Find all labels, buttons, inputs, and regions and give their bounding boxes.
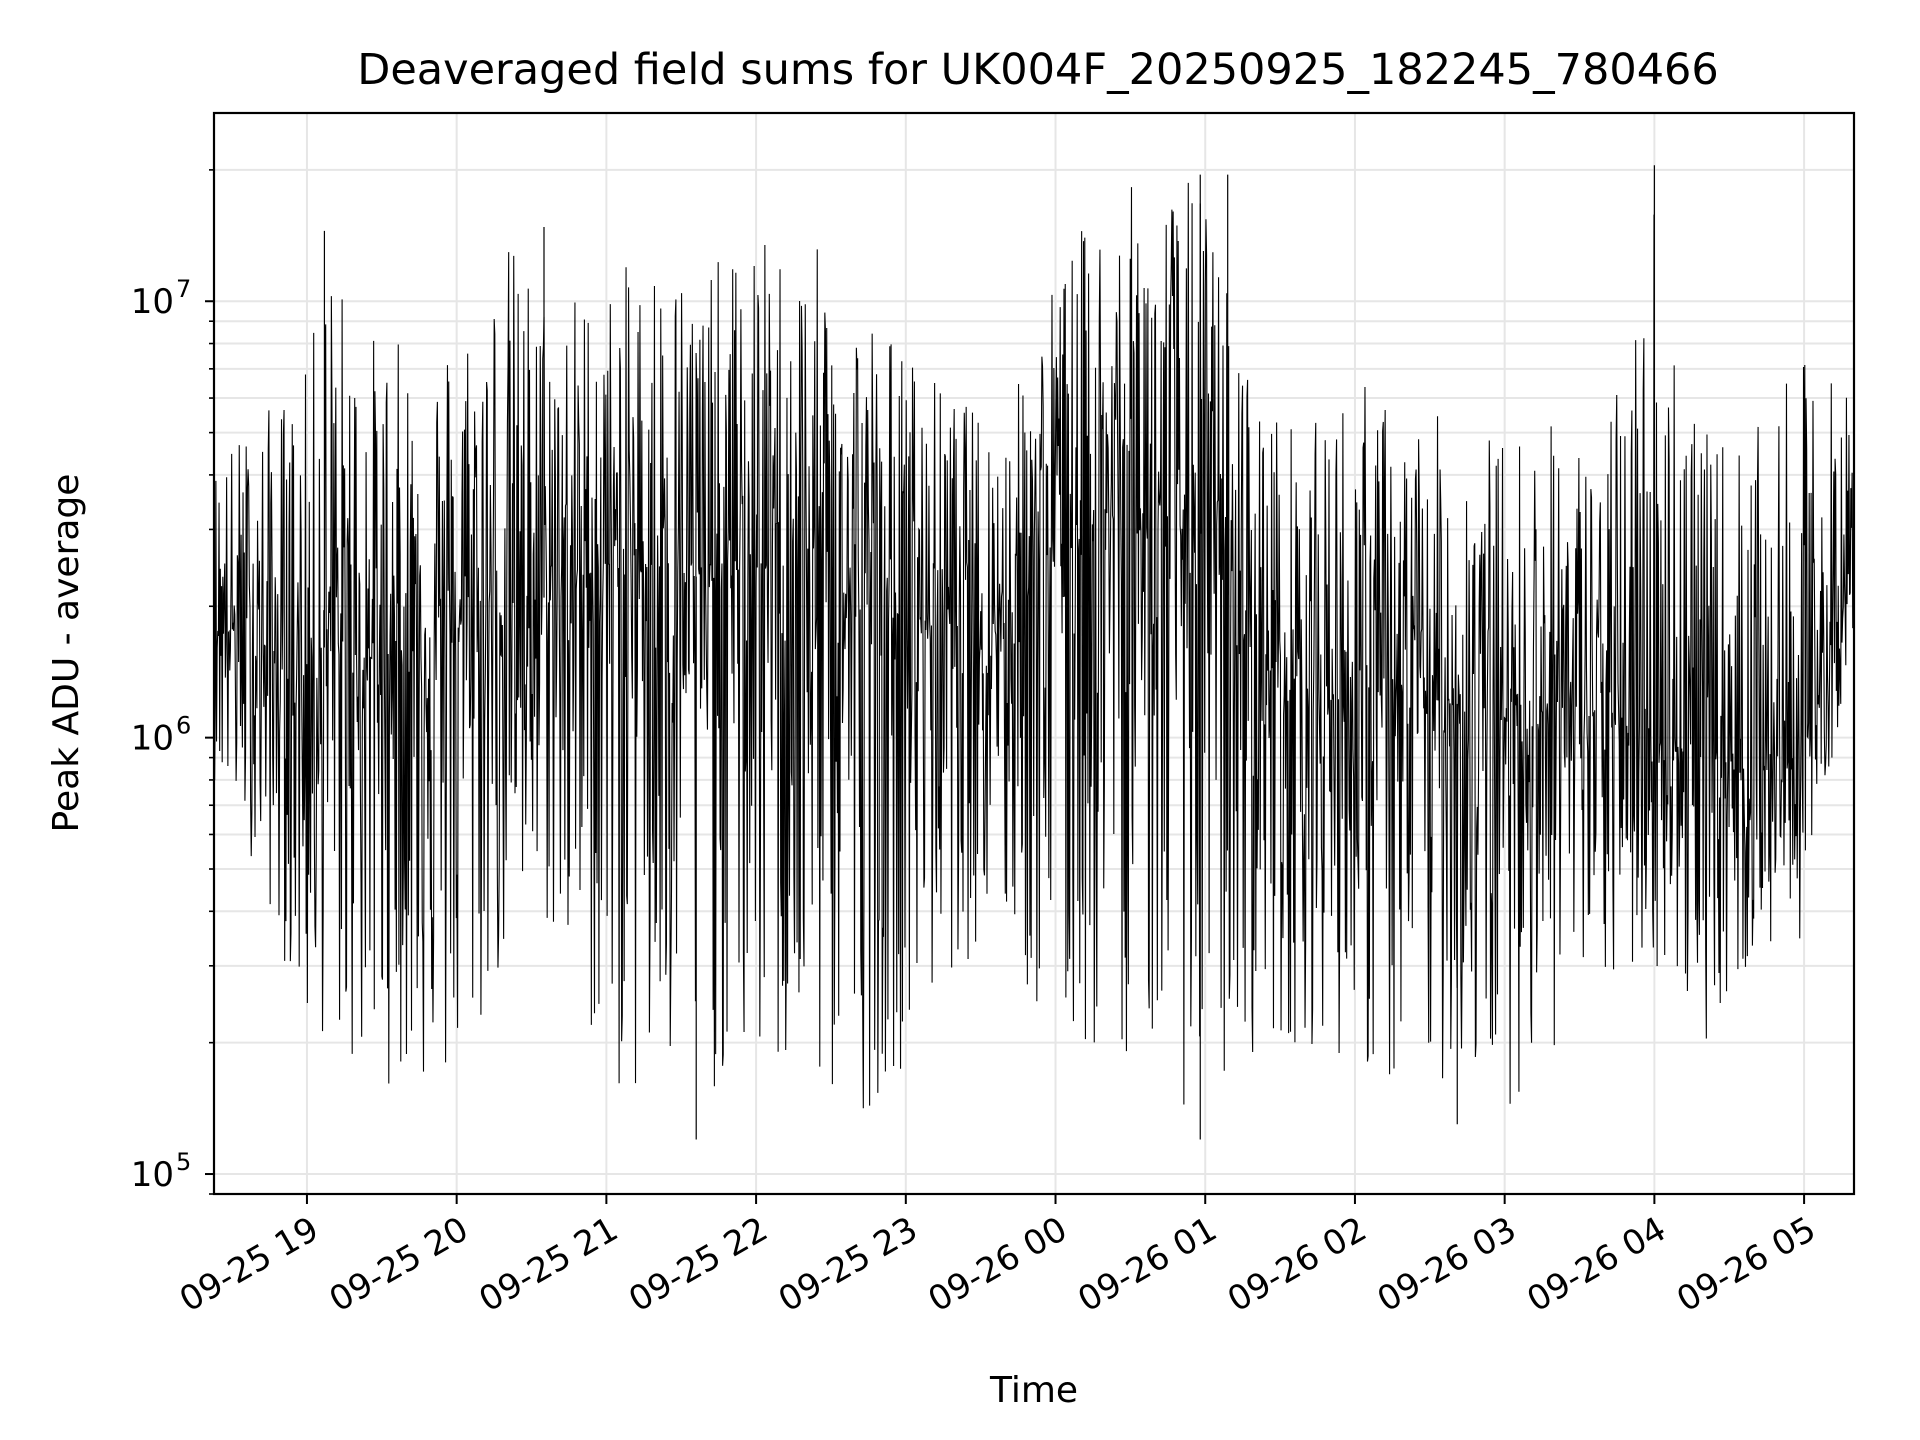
y-tick-label: 10 [131,282,174,322]
y-tick-label: 10 [131,719,174,759]
y-tick-exponent: 5 [176,1148,191,1176]
plot-area-frame [212,111,1856,1196]
x-axis-label: Time [989,1370,1078,1411]
data-series-line [213,165,1855,1140]
chart-title: Deaveraged field sums for UK004F_2025092… [357,45,1719,95]
y-tick-exponent: 6 [176,712,191,740]
y-tick-label: 10 [131,1155,174,1195]
y-axis-label: Peak ADU - average [46,474,87,833]
y-tick-exponent: 7 [176,275,191,303]
series-line [213,182,1855,1109]
